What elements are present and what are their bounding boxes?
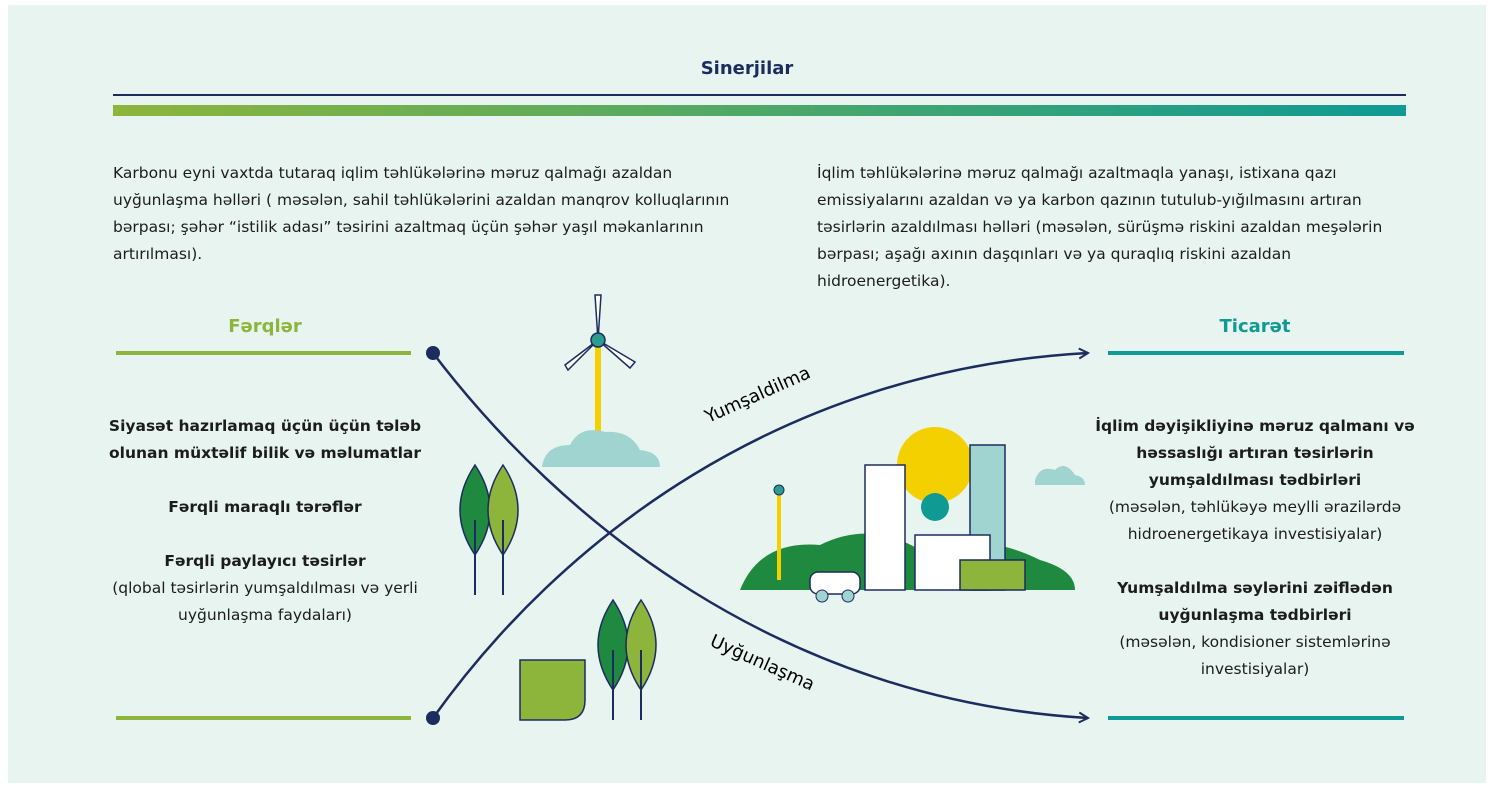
tradeoffs: Ticarət İqlim dəyişikliyinə məruz qalman…: [1085, 313, 1425, 710]
item-heading: İqlim dəyişikliyinə məruz qalmanı və həs…: [1085, 413, 1425, 494]
title: Sinerjilar: [0, 58, 1494, 79]
dot: [426, 711, 440, 725]
item-heading: Siyasət hazırlamaq üçün üçün tələb oluna…: [95, 413, 435, 467]
item-heading: Fərqli maraqlı tərəflər: [95, 494, 435, 521]
item: Yumşaldılma səylərini zəiflədən uyğunlaş…: [1085, 575, 1425, 683]
city-illustration: [740, 427, 1085, 602]
column-title: Ticarət: [1085, 313, 1425, 340]
item-note: (qlobal təsirlərin yumşaldılması və yerl…: [112, 579, 418, 624]
item-note: (məsələn, kondisioner sistemlərinə inves…: [1119, 633, 1390, 678]
synergy-text: Karbonu eyni vaxtda tutaraq iqlim təhlük…: [113, 160, 738, 268]
item: Fərqli paylayıcı təsirlər (qlobal təsirlə…: [95, 548, 435, 629]
item-note: (məsələn, təhlükəyə meylli ərazilərdə hi…: [1109, 498, 1401, 543]
item: Siyasət hazırlamaq üçün üçün tələb oluna…: [95, 413, 435, 467]
item: İqlim dəyişikliyinə məruz qalmanı və həs…: [1085, 413, 1425, 548]
synergy-text: İqlim təhlükələrinə məruz qalmağı azaltm…: [817, 160, 1407, 295]
item-heading: Yumşaldılma səylərini zəiflədən uyğunlaş…: [1085, 575, 1425, 629]
column-title: Fərqlər: [95, 313, 435, 340]
gradient-bar: [113, 105, 1406, 116]
item: Fərqli maraqlı tərəflər: [95, 494, 435, 521]
wind-turbine: [542, 295, 660, 467]
curve-label: Uyğunlaşma: [707, 631, 818, 696]
differences: Fərqlər Siyasət hazırlamaq üçün üçün təl…: [95, 313, 435, 656]
item-heading: Fərqli paylayıcı təsirlər: [95, 548, 435, 575]
trees: [460, 465, 656, 720]
curve-label: Yumşaldilma: [701, 362, 814, 428]
